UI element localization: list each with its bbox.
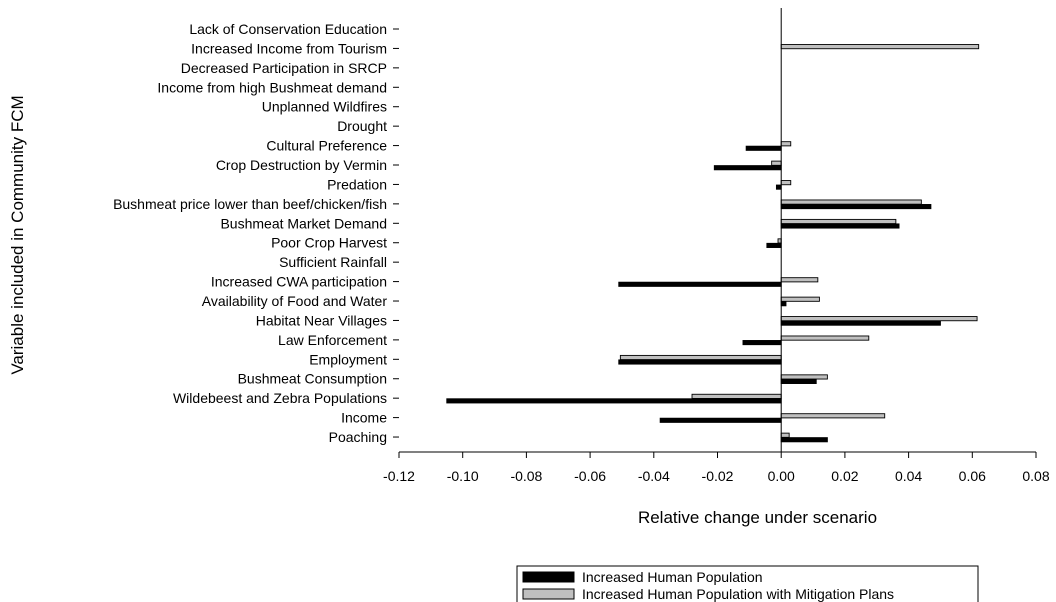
y-axis-title: Variable included in Community FCM — [8, 95, 27, 374]
x-tick-label: 0.02 — [831, 468, 858, 484]
y-category-label: Wildebeest and Zebra Populations — [173, 390, 387, 406]
bar-human-population — [618, 281, 782, 287]
y-category-label: Lack of Conservation Education — [189, 21, 387, 37]
bar-human-population — [775, 184, 782, 190]
y-category-label: Bushmeat Consumption — [238, 371, 387, 387]
y-category-label: Habitat Near Villages — [256, 312, 387, 328]
legend: Increased Human Population Increased Hum… — [516, 565, 979, 602]
y-category-label: Bushmeat price lower than beef/chicken/f… — [113, 196, 387, 212]
bar-mitigation — [780, 335, 870, 341]
bar-human-population — [780, 204, 932, 210]
y-category-label: Sufficient Rainfall — [279, 254, 387, 270]
y-category-label: Unplanned Wildfires — [262, 99, 387, 115]
bar-human-population — [446, 398, 782, 404]
bar-mitigation — [780, 296, 820, 302]
bar-human-population — [780, 378, 817, 384]
bar-mitigation — [780, 199, 922, 205]
legend-label-increased-human-population: Increased Human Population — [582, 569, 763, 585]
legend-swatch-with-mitigation-plans — [522, 588, 575, 600]
y-category-label: Income from high Bushmeat demand — [157, 79, 387, 95]
y-category-label: Drought — [337, 118, 387, 134]
x-tick-label: -0.08 — [510, 468, 542, 484]
bar-human-population — [780, 320, 941, 326]
bar-mitigation — [780, 277, 819, 283]
bar-mitigation — [780, 218, 897, 225]
bar-mitigation — [780, 413, 886, 419]
y-axis-category-labels: Lack of Conservation Education Increased … — [113, 21, 399, 445]
y-category-label: Increased CWA participation — [211, 274, 387, 290]
bar-mitigation — [780, 141, 792, 147]
legend-box — [516, 565, 979, 602]
x-axis-ticks: -0.12 -0.10 -0.08 -0.06 -0.04 -0.02 0.00 0.02 0.… — [383, 452, 1050, 484]
y-category-label: Predation — [327, 176, 387, 192]
y-category-label: Increased Income from Tourism — [191, 40, 387, 56]
x-tick-label: -0.06 — [574, 468, 606, 484]
bar-mitigation — [780, 44, 980, 50]
legend-swatch-increased-human-population — [522, 571, 575, 583]
bar-group — [446, 44, 980, 443]
axes — [399, 8, 1036, 453]
bar-human-population — [618, 359, 782, 365]
x-tick-label: -0.02 — [702, 468, 734, 484]
x-tick-label: 0.06 — [959, 468, 986, 484]
y-category-label: Employment — [309, 351, 387, 367]
x-tick-label: 0.00 — [768, 468, 795, 484]
bar-human-population — [659, 417, 782, 423]
x-tick-label: -0.10 — [447, 468, 479, 484]
bar-human-population — [745, 145, 782, 151]
y-category-label: Decreased Participation in SRCP — [181, 60, 387, 76]
bar-mitigation — [771, 160, 782, 166]
bar-human-population — [713, 165, 782, 171]
y-category-label: Poor Crop Harvest — [271, 235, 387, 251]
x-axis-title: Relative change under scenario — [638, 508, 877, 527]
bar-human-population — [780, 301, 787, 307]
bar-human-population — [742, 340, 782, 346]
y-category-label: Crop Destruction by Vermin — [216, 157, 387, 173]
x-tick-label: -0.12 — [383, 468, 415, 484]
bar-mitigation — [619, 354, 782, 361]
y-category-label: Poaching — [329, 429, 387, 445]
x-tick-label: 0.08 — [1022, 468, 1049, 484]
bar-mitigation — [780, 180, 792, 186]
y-category-label: Cultural Preference — [266, 138, 387, 154]
y-category-label: Availability of Food and Water — [202, 293, 388, 309]
bar-mitigation — [780, 374, 828, 380]
y-category-label: Law Enforcement — [278, 332, 387, 348]
legend-label-with-mitigation-plans: Increased Human Population with Mitigati… — [582, 586, 894, 602]
y-category-label: Income — [341, 410, 387, 426]
x-tick-label: -0.04 — [638, 468, 670, 484]
y-category-label: Bushmeat Market Demand — [220, 215, 387, 231]
bar-mitigation — [780, 316, 978, 322]
bar-mitigation — [691, 393, 782, 399]
bar-human-population — [780, 437, 828, 443]
bar-human-population — [780, 223, 900, 229]
x-tick-label: 0.04 — [895, 468, 922, 484]
bar-mitigation — [780, 432, 790, 438]
bar-human-population — [766, 242, 782, 248]
